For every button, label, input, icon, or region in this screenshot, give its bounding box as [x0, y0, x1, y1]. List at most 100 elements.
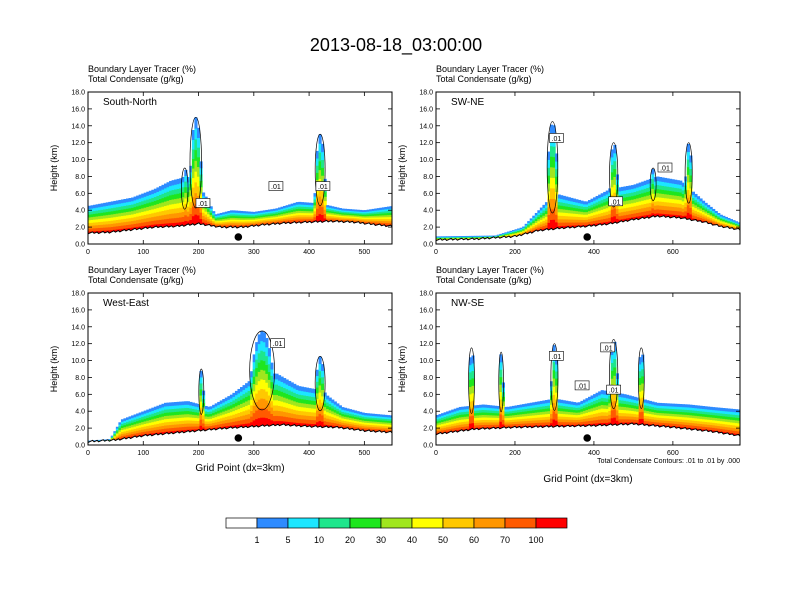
y-tick-label: 8.0 — [75, 174, 85, 181]
station-marker — [583, 434, 592, 442]
contour-label: .01 — [318, 184, 328, 191]
panel-2-ylabel: Height (km) — [397, 145, 407, 192]
x-tick-label: 200 — [193, 249, 205, 256]
x-tick-label: 500 — [359, 249, 371, 256]
y-tick-label: 18.0 — [71, 90, 85, 97]
x-tick-label: 0 — [434, 450, 438, 457]
colorbar-label: 10 — [314, 535, 324, 545]
x-tick-label: 600 — [667, 450, 679, 457]
y-tick-label: 12.0 — [419, 341, 433, 348]
y-tick-label: 14.0 — [419, 123, 433, 130]
panel-1-header-line1: Boundary Layer Tracer (%) — [88, 64, 196, 74]
panel-south-north: .01 .01 .01 South-North 0.0 2.0 4.0 6.0 8.0 10.0 1… — [71, 90, 393, 256]
panel-west-east: .01 West-East 0.0 2.0 4.0 6.0 8.0 10.0 12.0 14.0 1… — [71, 291, 393, 457]
x-tick-label: 200 — [509, 249, 521, 256]
panel-1-header-line2: Total Condensate (g/kg) — [88, 74, 184, 84]
contour-label-box — [268, 181, 284, 191]
contour-label-box — [315, 181, 331, 191]
y-tick-label: 14.0 — [419, 324, 433, 331]
colorbar-label: 60 — [469, 535, 479, 545]
y-tick-label: 6.0 — [75, 191, 85, 198]
x-tick-label: 0 — [86, 249, 90, 256]
y-tick-label: 2.0 — [75, 225, 85, 232]
x-tick-label: 0 — [434, 249, 438, 256]
colorbar-label: 1 — [254, 535, 259, 545]
y-tick-label: 8.0 — [75, 375, 85, 382]
page-title: 2013-08-18_03:00:00 — [310, 35, 482, 56]
y-tick-label: 2.0 — [423, 225, 433, 232]
colorbar-swatch — [225, 517, 258, 529]
x-tick-label: 400 — [588, 249, 600, 256]
y-tick-label: 0.0 — [75, 443, 85, 450]
colorbar-label: 70 — [500, 535, 510, 545]
y-tick-label: 16.0 — [71, 106, 85, 113]
panel-4-header-line1: Boundary Layer Tracer (%) — [436, 265, 544, 275]
x-tick-label: 400 — [303, 450, 315, 457]
y-tick-label: 12.0 — [71, 140, 85, 147]
panel-name: South-North — [103, 97, 157, 108]
contour-label-box — [606, 384, 621, 395]
panel-3-header-line2: Total Condensate (g/kg) — [88, 275, 184, 285]
panel-name: SW-NE — [451, 97, 484, 108]
x-tick-label: 300 — [248, 450, 260, 457]
contour-label: .01 — [660, 166, 670, 173]
x-tick-label: 400 — [588, 450, 600, 457]
contour-label-box — [574, 380, 590, 391]
x-tick-label: 100 — [137, 450, 149, 457]
y-tick-label: 10.0 — [419, 358, 433, 365]
x-tick-label: 100 — [137, 249, 149, 256]
contour-label: .01 — [577, 383, 587, 390]
y-tick-label: 6.0 — [423, 191, 433, 198]
contour-label-box — [270, 338, 285, 348]
x-tick-label: 400 — [303, 249, 315, 256]
panel-name: NW-SE — [451, 298, 484, 309]
x-tick-label: 500 — [359, 450, 371, 457]
panel-2-header-line2: Total Condensate (g/kg) — [436, 74, 532, 84]
panel-4-xlabel: Grid Point (dx=3km) — [543, 474, 632, 485]
station-marker — [234, 233, 243, 241]
contour-note: Total Condensate Contours: .01 to .01 by… — [597, 458, 740, 465]
panel-4-ylabel: Height (km) — [397, 346, 407, 393]
colorbar: 1 5 10 20 30 40 50 60 70 100 — [225, 517, 568, 545]
panel-2-header-line1: Boundary Layer Tracer (%) — [436, 64, 544, 74]
contour-label: .01 — [552, 354, 562, 361]
y-tick-label: 10.0 — [419, 157, 433, 164]
y-tick-label: 4.0 — [75, 409, 85, 416]
x-tick-label: 200 — [509, 450, 521, 457]
colorbar-label: 40 — [407, 535, 417, 545]
colorbar-swatch — [504, 517, 537, 529]
contour-label-box — [600, 342, 616, 353]
colorbar-label: 100 — [528, 535, 543, 545]
y-tick-label: 4.0 — [423, 409, 433, 416]
contour-label-box — [195, 198, 211, 208]
colorbar-swatch — [349, 517, 382, 529]
colorbar-swatch — [442, 517, 475, 529]
contour-label-box — [549, 351, 564, 361]
contour-label-box — [608, 196, 623, 207]
contour-label-box — [657, 162, 673, 173]
colorbar-swatch — [318, 517, 351, 529]
y-tick-label: 2.0 — [75, 426, 85, 433]
x-tick-label: 0 — [86, 450, 90, 457]
panel-sw-ne: .01 .01 .01 SW-NE 0.0 2.0 4.0 6.0 8.0 10.0 12.0 14.… — [419, 90, 741, 256]
y-tick-label: 12.0 — [419, 140, 433, 147]
y-tick-label: 0.0 — [75, 242, 85, 249]
plot-frame — [435, 91, 741, 245]
y-tick-label: 10.0 — [71, 358, 85, 365]
colorbar-label: 5 — [285, 535, 290, 545]
y-tick-label: 16.0 — [71, 307, 85, 314]
y-tick-label: 6.0 — [75, 392, 85, 399]
colorbar-swatch — [411, 517, 444, 529]
y-tick-label: 6.0 — [423, 392, 433, 399]
y-tick-label: 0.0 — [423, 242, 433, 249]
y-tick-label: 8.0 — [423, 375, 433, 382]
y-tick-label: 0.0 — [423, 443, 433, 450]
plot-frame — [435, 292, 741, 446]
colorbar-label: 20 — [345, 535, 355, 545]
y-tick-label: 4.0 — [423, 208, 433, 215]
y-tick-label: 14.0 — [71, 324, 85, 331]
panel-name: West-East — [103, 298, 149, 309]
y-tick-label: 4.0 — [75, 208, 85, 215]
station-marker — [234, 434, 243, 442]
